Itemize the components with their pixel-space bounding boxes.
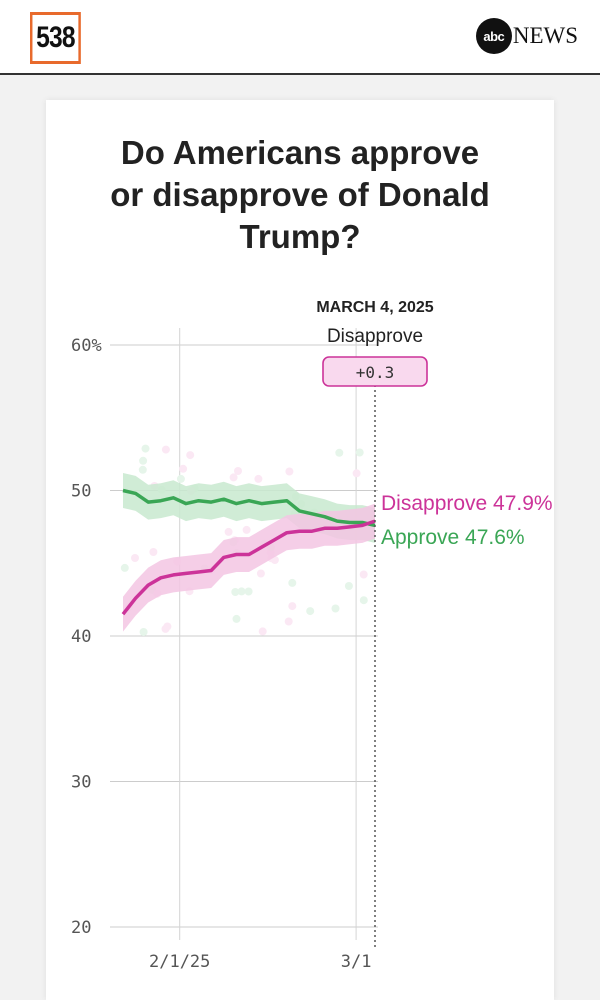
poll-dot [149,548,158,556]
poll-dot [284,617,293,626]
poll-dot [306,607,315,616]
poll-dot [161,624,170,633]
poll-dot [335,448,344,457]
margin-value: +0.3 [356,363,395,382]
poll-dot [120,563,129,572]
approve-end-label: Approve 47.6% [381,526,525,549]
poll-dot [138,465,147,474]
poll-dot [258,627,267,636]
abc-circle-logo: abc [475,18,512,54]
poll-dot [224,527,233,536]
disapprove-uncertainty-band [123,503,375,632]
disapprove-end-label: Disapprove 47.9% [381,492,553,515]
chart-card [46,100,554,1000]
y-tick-label: 50 [71,482,91,502]
abc-news-logo[interactable]: abc NEWS [475,18,578,54]
y-tick-label: 20 [71,918,91,938]
title-line: or disapprove of Donald [110,176,490,213]
disapprove-line [121,519,376,616]
tooltip-leader: Disapprove [327,326,423,347]
poll-dot [244,587,253,596]
margin-badge [322,356,428,387]
title-line: Trump? [239,218,361,255]
poll-dot [232,614,241,623]
poll-dot [231,588,240,596]
x-tick-label: 3/1 [341,952,372,972]
poll-dot [256,569,265,578]
poll-dot [234,467,242,475]
poll-dot [355,448,364,457]
poll-dot [359,596,368,605]
x-tick-label: 2/1/25 [149,952,210,972]
y-tick-label: 30 [71,773,91,793]
poll-dot [242,525,251,534]
poll-dot [179,464,188,473]
poll-dot [176,474,185,483]
poll-dot [288,578,297,587]
poll-dot [285,467,294,476]
poll-dot [237,587,246,596]
poll-dot [139,456,148,465]
poll-dot [186,451,195,460]
poll-dot [344,582,353,590]
poll-dot [352,469,361,478]
poll-dot [359,570,368,579]
y-tick-label: 40 [71,627,91,647]
poll-dot [131,554,139,562]
top-bar: 538 abc NEWS [0,0,600,75]
tooltip-date: MARCH 4, 2025 [316,299,433,316]
poll-dot [331,604,340,613]
poll-dot [139,628,148,636]
poll-dot [254,474,263,483]
poll-dot [288,602,297,611]
poll-dot [161,445,170,454]
poll-dot [141,444,150,453]
chart-title: Do Americans approve or disapprove of Do… [46,132,554,258]
poll-dot [229,473,238,482]
news-wordmark: NEWS [512,23,578,48]
fivethirtyeight-logo[interactable]: 538 [30,12,81,64]
approve-line [122,488,376,528]
y-tick-label: 60% [71,336,102,356]
title-line: Do Americans approve [120,134,480,171]
